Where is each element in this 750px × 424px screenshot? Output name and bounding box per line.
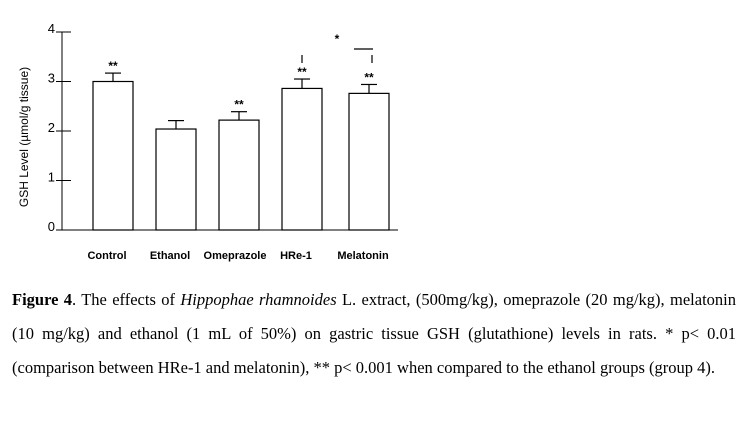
category-label: Ethanol <box>150 250 190 262</box>
significance-label: ** <box>234 98 244 112</box>
significance-label: ** <box>297 65 307 79</box>
significance-label: ** <box>108 59 118 73</box>
caption-text-1: . The effects of <box>72 290 181 309</box>
bar <box>348 92 390 231</box>
significance-label: ** <box>364 70 374 84</box>
category-label: Melatonin <box>337 250 389 262</box>
category-label: HRe-1 <box>280 250 312 262</box>
bars <box>92 72 390 231</box>
y-tick-label: 1 <box>48 170 55 185</box>
significance-markers: ****** *** <box>108 32 374 112</box>
bar <box>281 87 323 231</box>
figure-label: Figure 4 <box>12 290 73 309</box>
category-label: Omeprazole <box>204 250 267 262</box>
category-label: Control <box>87 250 126 262</box>
species-name: Hippophae rhamnoides <box>180 290 337 309</box>
bar <box>155 128 197 231</box>
y-tick-label: 2 <box>48 120 55 135</box>
bar <box>92 80 134 231</box>
y-tick-label: 0 <box>48 219 55 234</box>
figure-caption: Figure 4. The effects of Hippophae rhamn… <box>12 283 736 385</box>
caption-text-2: L. extract, (500mg/kg), omeprazole (20 m… <box>12 290 736 377</box>
y-tick-label: 3 <box>48 71 55 86</box>
bar <box>218 119 260 231</box>
category-labels: Control Ethanol Omeprazole HRe-1 Melatonin <box>87 250 388 262</box>
comparison-significance-label: * <box>335 32 340 46</box>
y-tick-label: 4 <box>48 21 55 36</box>
gsh-bar-chart: 0 1 2 3 4 Control Ethanol Omeprazole HRe-1 Melat… <box>17 21 398 262</box>
y-axis-label: GSH Level (µmol/g tissue) <box>17 67 31 207</box>
